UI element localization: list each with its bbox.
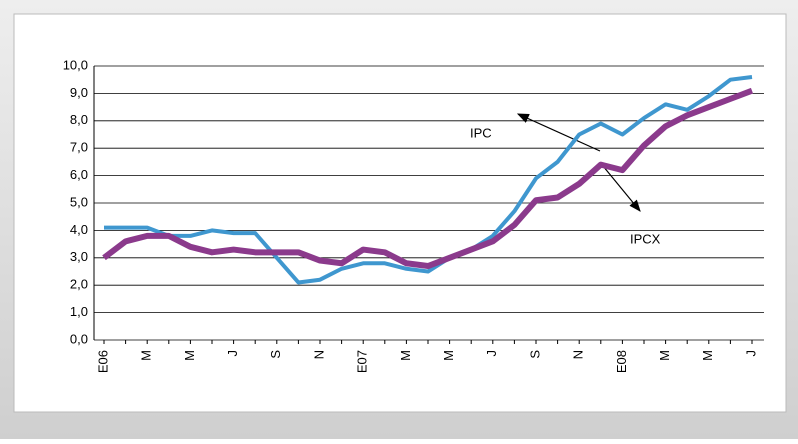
x-tick-label: E06 <box>95 350 110 373</box>
y-tick-label: 6,0 <box>70 167 88 182</box>
y-tick-label: 7,0 <box>70 140 88 155</box>
x-tick-label: M <box>182 350 197 361</box>
x-tick-label: J <box>225 350 240 357</box>
x-tick-label: N <box>571 350 586 359</box>
y-tick-label: 10,0 <box>63 57 88 72</box>
x-tick-label: N <box>311 350 326 359</box>
arrow <box>602 165 641 212</box>
y-tick-label: 3,0 <box>70 249 88 264</box>
x-tick-label: M <box>139 350 154 361</box>
y-tick-label: 9,0 <box>70 85 88 100</box>
x-tick-label: J <box>484 350 499 357</box>
y-tick-label: 2,0 <box>70 277 88 292</box>
x-tick-label: S <box>268 350 283 359</box>
y-tick-label: 0,0 <box>70 331 88 346</box>
series-line <box>102 87 754 270</box>
x-tick-label: M <box>657 350 672 361</box>
x-tick-label: S <box>527 350 542 359</box>
y-tick-label: 5,0 <box>70 194 88 209</box>
y-tick-label: 1,0 <box>70 304 88 319</box>
y-tick-label: 8,0 <box>70 112 88 127</box>
x-tick-label: M <box>441 350 456 361</box>
x-tick-label: M <box>398 350 413 361</box>
plot-panel <box>13 13 787 413</box>
x-tick-label: J <box>743 350 758 357</box>
x-tick-label: E08 <box>614 350 629 373</box>
x-tick-label: E07 <box>355 350 370 373</box>
arrow <box>516 113 601 152</box>
x-tick-label: M <box>700 350 715 361</box>
annotation-ipcx: IPCX <box>630 231 661 246</box>
y-tick-label: 4,0 <box>70 222 88 237</box>
annotation-ipc: IPC <box>470 125 492 140</box>
series-line <box>104 74 753 285</box>
